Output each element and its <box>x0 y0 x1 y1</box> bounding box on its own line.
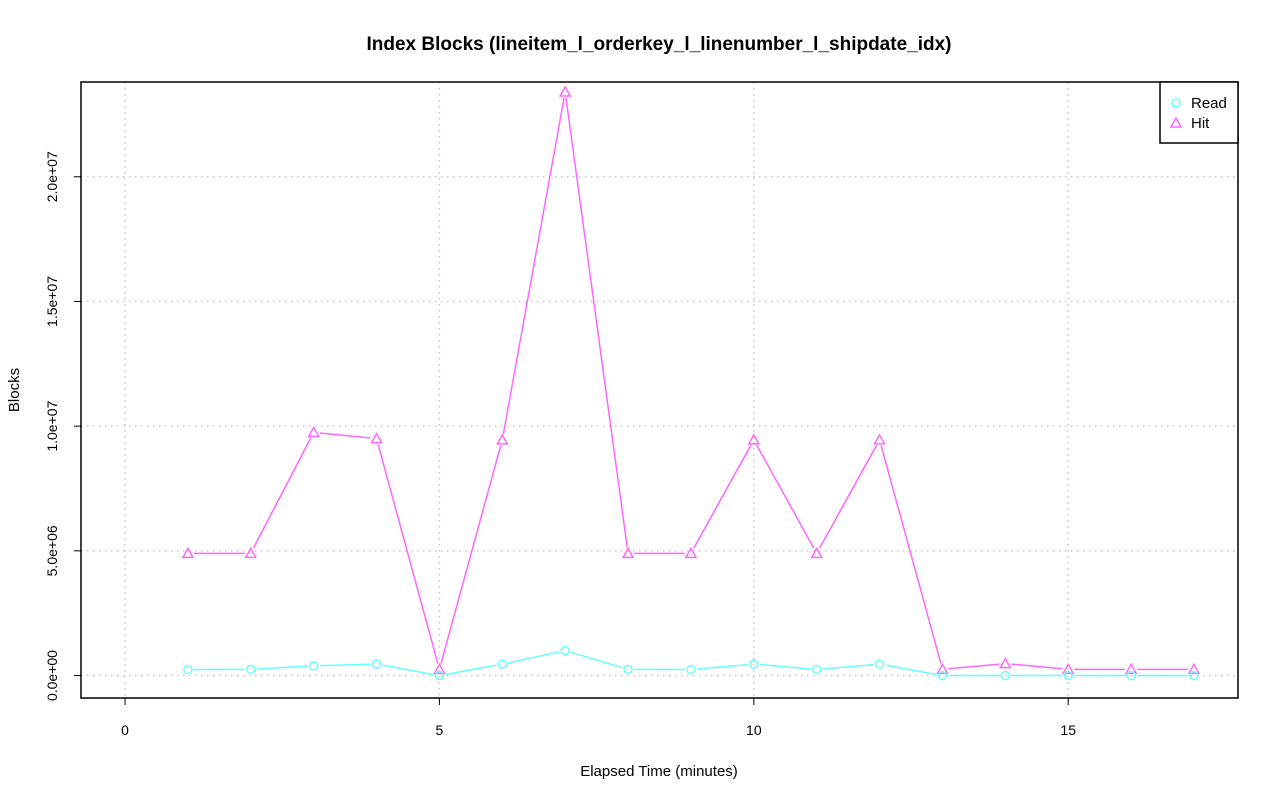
data-point <box>747 433 761 445</box>
series-segment <box>377 444 439 664</box>
series-segment <box>818 444 878 549</box>
y-tick-label: 2.0e+07 <box>44 151 60 202</box>
data-point <box>246 664 256 675</box>
chart-title: Index Blocks (lineitem_l_orderkey_l_line… <box>367 34 952 55</box>
y-axis-title: Blocks <box>6 368 23 412</box>
series-read <box>183 645 1199 681</box>
data-point <box>1189 670 1199 681</box>
x-axis-title: Elapsed Time (minutes) <box>580 763 738 780</box>
series-segment <box>252 437 312 549</box>
data-point <box>1063 670 1073 681</box>
legend-label: Hit <box>1191 115 1210 132</box>
x-tick-label: 15 <box>1060 722 1076 738</box>
data-point <box>1126 670 1136 681</box>
data-point <box>1061 662 1075 675</box>
series-segment <box>696 663 748 670</box>
series-segment <box>759 663 811 670</box>
data-point <box>1000 670 1011 681</box>
series-segment <box>382 664 434 676</box>
legend-label: Read <box>1191 95 1227 112</box>
series-segment <box>822 663 874 670</box>
series-segment <box>445 664 497 676</box>
legend-symbol <box>1169 116 1183 128</box>
data-point <box>433 662 446 675</box>
series-layer <box>181 85 1201 681</box>
x-tick-label: 10 <box>746 722 762 738</box>
series-segment <box>756 444 815 549</box>
plot-frame <box>80 81 1239 699</box>
data-point <box>1187 662 1201 675</box>
y-axis: 0.0e+00 5.0e+06 1.0e+07 1.5e+07 2.0e+07 <box>44 151 81 701</box>
data-point <box>558 85 572 97</box>
data-point <box>244 546 258 559</box>
data-point <box>623 664 633 675</box>
series-segment <box>570 651 623 669</box>
legend-symbol <box>1171 98 1181 108</box>
data-point <box>497 659 508 669</box>
grid <box>81 82 1238 698</box>
data-point <box>999 657 1012 669</box>
x-axis: 0 5 10 15 <box>121 698 1076 738</box>
data-point <box>1124 662 1138 675</box>
y-tick-label: 1.5e+07 <box>44 276 60 327</box>
data-point <box>560 645 570 656</box>
series-segment <box>502 97 565 435</box>
series-segment <box>440 445 502 664</box>
data-point <box>811 664 822 675</box>
data-point <box>937 670 948 681</box>
series-segment <box>565 97 628 548</box>
series-segment <box>319 432 371 439</box>
series-segment <box>693 444 752 549</box>
data-point <box>810 546 823 559</box>
data-point <box>496 433 509 445</box>
data-point <box>183 664 193 675</box>
data-point <box>370 432 383 444</box>
y-tick-label: 1.0e+07 <box>44 400 60 451</box>
legend: Read Hit <box>1159 81 1239 144</box>
series-segment <box>948 663 1000 670</box>
series-segment <box>256 665 308 670</box>
data-point <box>371 659 382 669</box>
data-point <box>434 670 445 681</box>
y-tick-label: 5.0e+06 <box>44 525 60 576</box>
series-hit <box>181 85 1201 675</box>
series-segment <box>880 445 942 664</box>
data-point <box>686 664 696 675</box>
data-point <box>621 546 635 559</box>
data-point <box>307 425 320 438</box>
data-point <box>181 546 195 559</box>
data-point <box>936 662 949 675</box>
data-point <box>873 433 886 445</box>
series-segment <box>319 663 371 667</box>
x-tick-label: 5 <box>436 722 444 738</box>
data-point <box>684 546 698 559</box>
x-tick-label: 0 <box>121 722 129 738</box>
series-segment <box>1011 663 1063 670</box>
data-point <box>874 659 885 669</box>
series-segment <box>508 651 560 664</box>
y-tick-label: 0.0e+00 <box>44 650 60 701</box>
data-point <box>749 659 759 669</box>
data-point <box>308 661 319 671</box>
legend-box <box>1159 81 1239 144</box>
series-segment <box>885 664 937 676</box>
